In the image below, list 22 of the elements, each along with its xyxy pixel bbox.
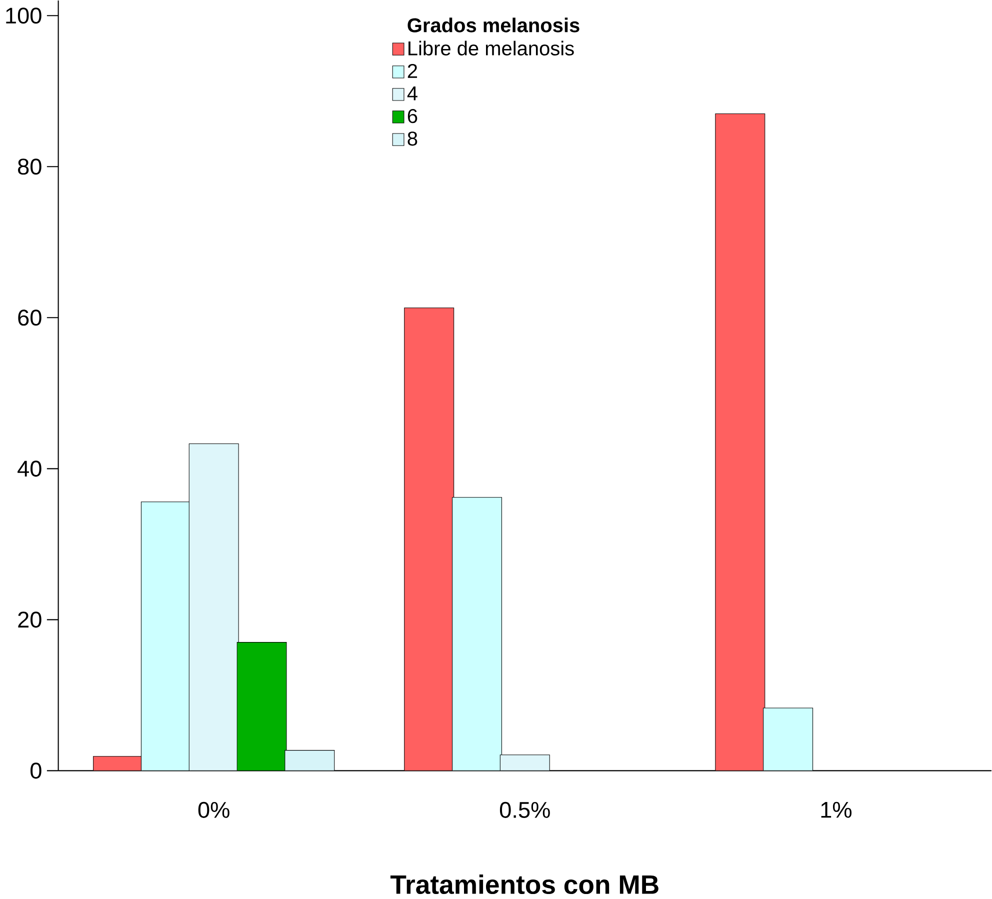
legend-label: 6 bbox=[408, 109, 418, 124]
legend-label: 4 bbox=[407, 86, 418, 101]
bar bbox=[140, 502, 191, 771]
y-tick-label: 100 bbox=[6, 8, 42, 24]
y-tick-label: 40 bbox=[18, 460, 42, 477]
x-tick-label: 1% bbox=[821, 802, 852, 818]
legend-label: Libre de melanosis bbox=[408, 41, 574, 56]
x-axis-title: Tratamientos con MB bbox=[390, 874, 658, 894]
legend-label: 2 bbox=[408, 64, 418, 78]
bar bbox=[93, 756, 144, 771]
legend-title: Grados melanosis bbox=[408, 18, 580, 33]
y-tick-label: 60 bbox=[18, 310, 42, 326]
bar bbox=[404, 308, 454, 771]
x-tick-label: 0.5% bbox=[500, 802, 550, 818]
legend-label: 8 bbox=[408, 132, 418, 146]
x-tick-label: 0% bbox=[198, 802, 230, 818]
y-tick-label: 20 bbox=[18, 612, 42, 628]
y-tick-label: 0 bbox=[30, 762, 42, 779]
bar bbox=[715, 114, 766, 771]
y-tick-label: 80 bbox=[18, 158, 42, 175]
bar bbox=[763, 708, 814, 771]
bar bbox=[452, 497, 502, 771]
